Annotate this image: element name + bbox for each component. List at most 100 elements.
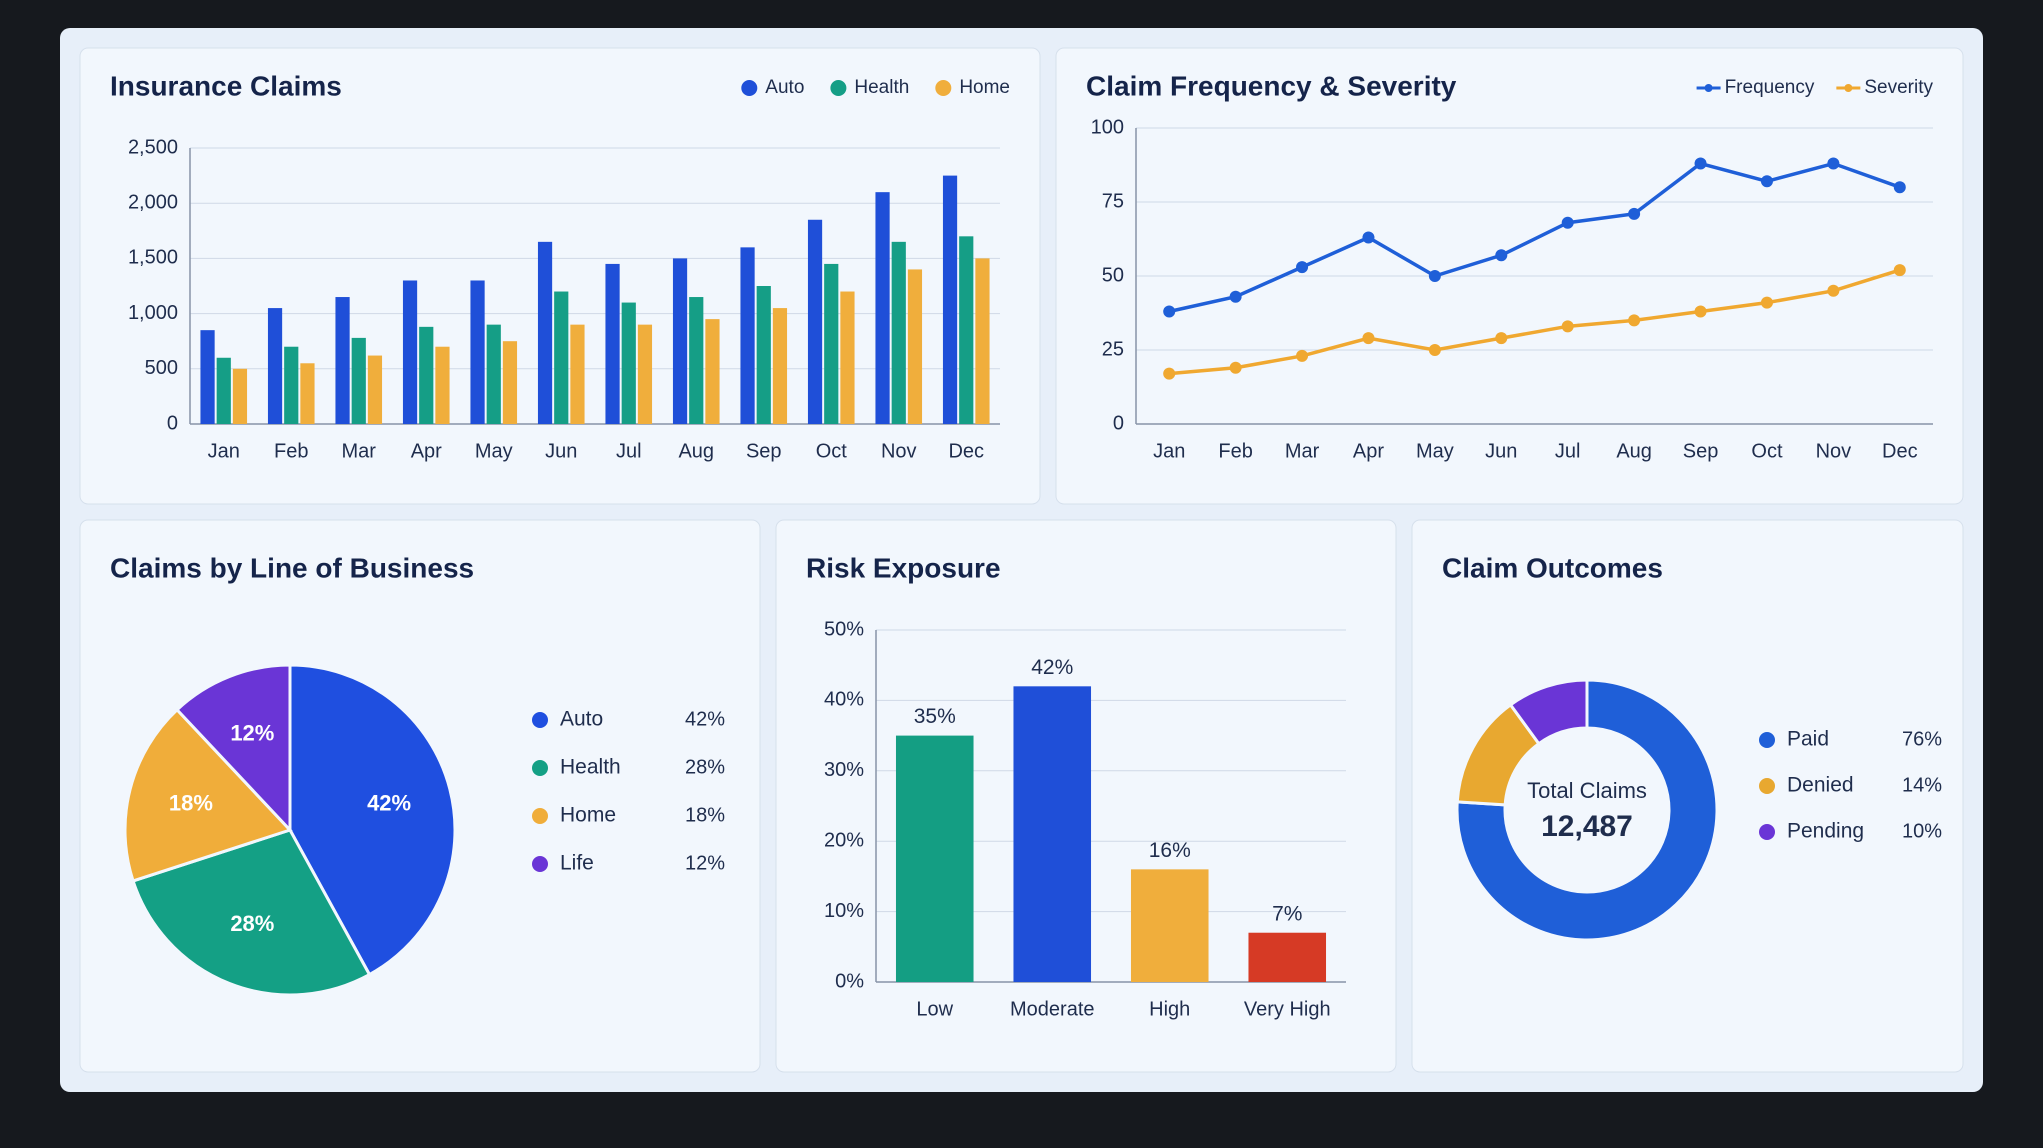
legend-label: Health	[560, 756, 621, 779]
bar	[200, 330, 215, 424]
legend-value: 10%	[1902, 820, 1942, 842]
point	[1561, 216, 1574, 229]
legend-value: 42%	[685, 708, 725, 730]
bar	[907, 269, 923, 424]
x-tick-label: Dec	[948, 440, 984, 462]
x-tick-label: Moderate	[1010, 998, 1095, 1020]
bar	[1013, 686, 1092, 982]
bar	[502, 341, 518, 424]
chart-title: Claims by Line of Business	[110, 552, 474, 583]
bar	[942, 175, 958, 424]
legend-swatch	[532, 808, 548, 824]
y-tick-label: 100	[1091, 116, 1124, 138]
chart-title: Claim Frequency & Severity	[1086, 70, 1457, 101]
chart-title: Risk Exposure	[806, 552, 1001, 583]
point	[1827, 157, 1840, 170]
x-tick-label: Nov	[1816, 440, 1852, 462]
bar	[284, 346, 299, 424]
bar	[605, 263, 620, 424]
bar	[216, 357, 231, 424]
point	[1760, 175, 1773, 188]
point	[1296, 349, 1309, 362]
point	[1229, 361, 1242, 374]
point	[1561, 320, 1574, 333]
point	[1495, 332, 1508, 345]
point	[1428, 344, 1441, 356]
y-tick-label: 50	[1102, 264, 1124, 286]
point	[1628, 207, 1641, 220]
y-tick-label: 1,000	[128, 302, 178, 324]
point	[1229, 290, 1242, 303]
bar	[621, 302, 636, 424]
x-tick-label: May	[475, 440, 513, 462]
legend-label: Home	[959, 77, 1010, 98]
legend-label: Pending	[1787, 820, 1864, 843]
legend-swatch	[935, 80, 952, 96]
x-tick-label: High	[1149, 998, 1190, 1020]
bar	[705, 319, 720, 424]
x-tick-label: Jul	[616, 440, 642, 462]
bar	[232, 368, 248, 424]
x-tick-label: Feb	[1218, 440, 1252, 462]
center-value: 12,487	[1541, 810, 1633, 843]
y-tick-label: 0%	[835, 970, 864, 992]
y-tick-label: 0	[1113, 412, 1124, 434]
legend-swatch	[1759, 824, 1775, 840]
x-tick-label: Apr	[1353, 440, 1384, 462]
legend-value: 12%	[685, 852, 725, 874]
legend-label: Home	[560, 804, 616, 827]
bar	[419, 326, 434, 424]
bar	[891, 241, 906, 424]
legend-label: Auto	[560, 708, 603, 731]
point	[1827, 284, 1840, 297]
y-tick-label: 30%	[824, 759, 864, 781]
y-tick-label: 500	[145, 357, 178, 379]
point	[1495, 249, 1508, 262]
center-label: Total Claims	[1527, 778, 1647, 803]
x-tick-label: Oct	[816, 440, 848, 462]
chart-title: Claim Outcomes	[1442, 552, 1663, 583]
value-label: 7%	[1272, 902, 1302, 925]
legend-label: Severity	[1864, 77, 1933, 98]
bar	[840, 291, 855, 424]
legend-swatch	[830, 80, 847, 96]
y-tick-label: 10%	[824, 900, 864, 922]
legend-swatch	[1759, 732, 1775, 748]
x-tick-label: Very High	[1244, 998, 1331, 1020]
bar	[740, 247, 755, 424]
legend-swatch	[532, 856, 548, 872]
bar	[1248, 932, 1327, 982]
point	[1428, 270, 1441, 282]
x-tick-label: May	[1416, 440, 1454, 462]
bar	[554, 291, 569, 424]
point	[1163, 305, 1176, 318]
x-tick-label: Mar	[1285, 440, 1320, 462]
panel	[79, 47, 1041, 505]
slice-label: 12%	[230, 721, 274, 746]
donut-slice	[1508, 678, 1589, 746]
y-tick-label: 0	[167, 412, 178, 434]
x-tick-label: Jul	[1555, 440, 1581, 462]
y-tick-label: 25	[1102, 338, 1124, 360]
value-label: 16%	[1149, 839, 1191, 862]
legend-value: 18%	[685, 804, 725, 826]
x-tick-label: Oct	[1751, 440, 1783, 462]
point	[1628, 314, 1641, 327]
point	[1694, 305, 1707, 318]
bar	[402, 280, 418, 424]
bar	[300, 363, 315, 424]
slice-label: 28%	[230, 911, 274, 936]
bar	[367, 355, 383, 424]
x-tick-label: Mar	[342, 440, 377, 462]
y-tick-label: 40%	[824, 689, 864, 711]
chart-title: Insurance Claims	[110, 70, 342, 101]
x-tick-label: Aug	[678, 440, 714, 462]
pie-slice	[288, 663, 457, 977]
pie-slice	[123, 707, 293, 883]
legend-value: 14%	[1902, 774, 1942, 796]
bar	[807, 219, 823, 424]
bar	[486, 324, 501, 424]
x-tick-label: Feb	[274, 440, 308, 462]
y-tick-label: 2,500	[128, 136, 178, 158]
